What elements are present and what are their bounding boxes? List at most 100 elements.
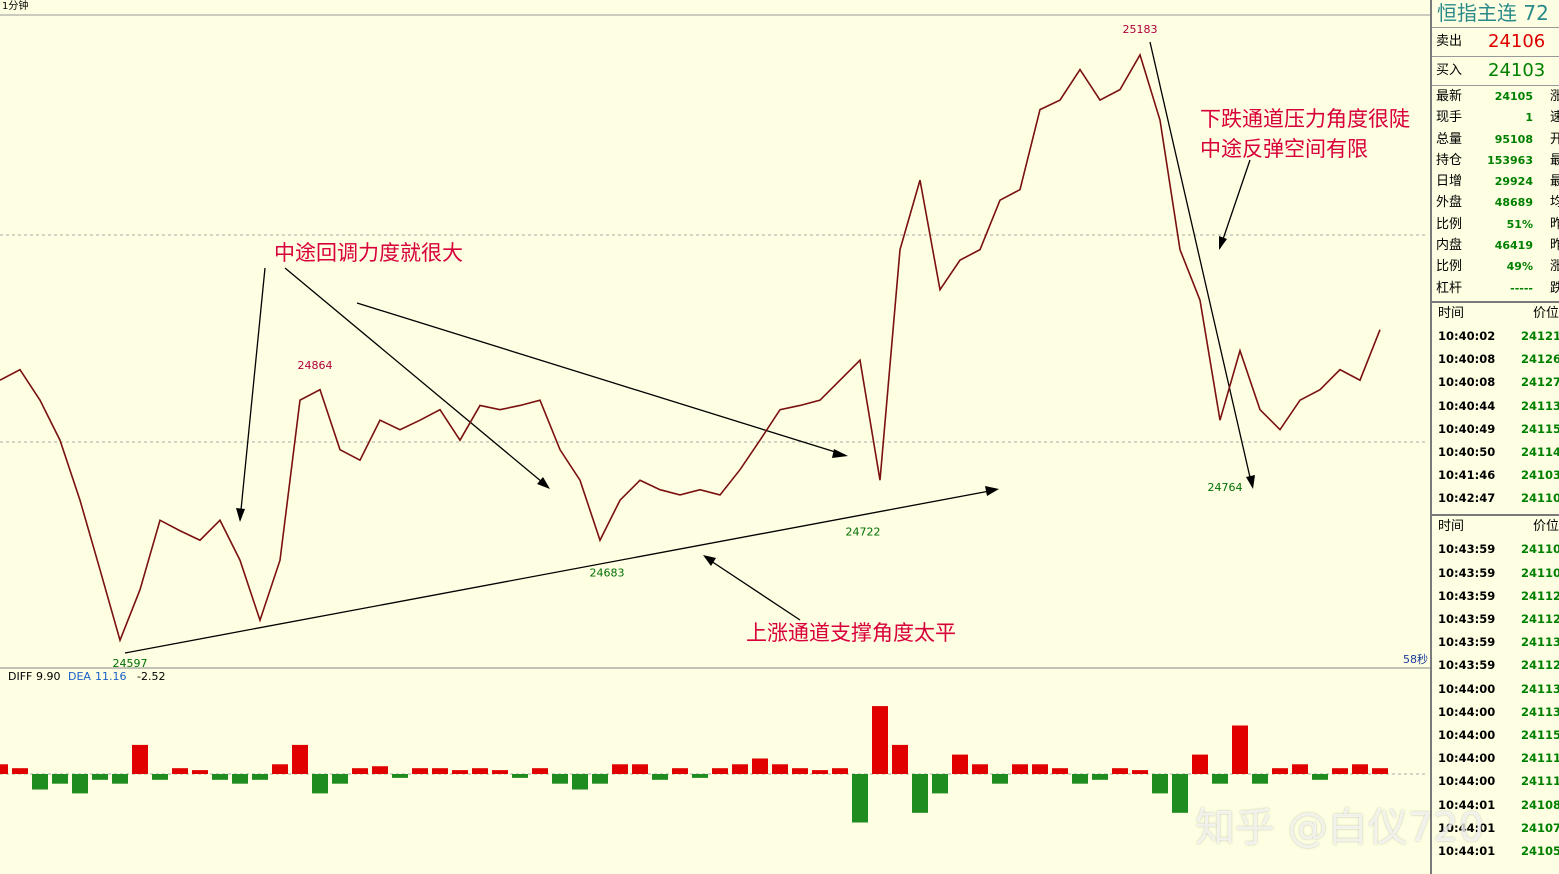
macd-bar — [172, 768, 188, 774]
tick-time: 10:44:00 — [1438, 774, 1496, 789]
tick-time: 10:44:00 — [1438, 704, 1496, 719]
tick-row: 10:43:59 24110 — [1432, 562, 1559, 585]
tick-price: 24113 — [1520, 398, 1559, 413]
macd-bar — [552, 774, 568, 784]
tick-row: 10:43:59 24112 — [1432, 654, 1559, 677]
ask-label: 卖出 — [1436, 34, 1463, 49]
quote-row: 外盘 48689 均 — [1432, 192, 1559, 213]
macd-bar — [1112, 768, 1128, 774]
period-selector[interactable]: 1分钟 — [2, 0, 28, 12]
quote-value: 24105 — [1494, 90, 1533, 103]
quote-extra: 涨 — [1550, 259, 1559, 275]
macd-bar — [1192, 754, 1208, 774]
tick-time: 10:40:49 — [1438, 421, 1496, 436]
macd-bar — [1172, 774, 1188, 813]
tick-row: 10:44:00 24113 — [1432, 701, 1559, 724]
macd-value: -2.52 — [137, 670, 165, 683]
macd-label: DEA — [68, 670, 91, 683]
macd-bar — [1152, 774, 1168, 794]
macd-bar — [452, 770, 468, 774]
tick-price: 24115 — [1520, 421, 1559, 436]
tick-price: 24113 — [1520, 704, 1559, 719]
tick-time: 10:44:00 — [1438, 681, 1496, 696]
contract-title[interactable]: 恒指主连 72 — [1432, 0, 1559, 28]
quote-label: 杠杆 — [1436, 280, 1463, 296]
tick-time: 10:43:59 — [1438, 588, 1496, 603]
macd-bar — [232, 774, 248, 784]
macd-bar — [672, 768, 688, 774]
tick-price: 24107 — [1520, 820, 1559, 835]
tick-price: 24113 — [1520, 635, 1559, 650]
tick-price: 24111 — [1520, 774, 1559, 789]
quote-extra: 昨 — [1550, 238, 1559, 254]
macd-bar — [892, 744, 908, 774]
tick-row: 10:40:08 24126 — [1432, 348, 1559, 371]
macd-value: 11.16 — [95, 670, 127, 683]
macd-bar — [1092, 774, 1108, 780]
macd-bar — [392, 774, 408, 778]
tick-time: 10:40:08 — [1438, 375, 1496, 390]
price-label: 25183 — [1123, 23, 1158, 36]
quote-label: 最新 — [1436, 89, 1463, 104]
tick-price: 24112 — [1520, 658, 1559, 673]
macd-bar — [432, 768, 448, 774]
macd-bar — [532, 768, 548, 774]
quote-extra: 昨 — [1550, 216, 1559, 232]
tick-time: 10:43:59 — [1438, 565, 1496, 580]
annotation: 上涨通道支撑角度太平 — [746, 621, 956, 645]
tick-row: 10:44:01 24105 — [1432, 840, 1559, 863]
quote-row: 现手 1 速 — [1432, 107, 1559, 128]
quote-value: 95108 — [1494, 132, 1533, 146]
tick-time: 10:41:46 — [1438, 468, 1496, 483]
tick-time: 10:44:00 — [1438, 727, 1496, 742]
tick-row: 10:42:47 24110 — [1432, 487, 1559, 510]
tick-time: 10:44:01 — [1438, 843, 1496, 858]
macd-bar — [1012, 764, 1028, 774]
macd-bar — [272, 764, 288, 774]
quote-extra: 跌 — [1550, 280, 1559, 296]
table-header: 时间 价位 — [1432, 514, 1559, 538]
price-label: 24764 — [1208, 481, 1243, 494]
macd-bar — [712, 768, 728, 774]
quote-row: 比例 49% 涨 — [1432, 256, 1559, 277]
tick-price: 24112 — [1520, 612, 1559, 627]
quote-label: 外盘 — [1436, 195, 1463, 211]
tick-price: 24126 — [1520, 352, 1559, 367]
price-label: 24597 — [113, 657, 148, 670]
header-cell: 时间 — [1438, 519, 1465, 535]
tick-row: 10:44:01 24108 — [1432, 794, 1559, 817]
quote-value: 1 — [1525, 111, 1533, 125]
tick-price: 24108 — [1520, 797, 1559, 812]
tick-row: 10:40:08 24127 — [1432, 371, 1559, 394]
tick-time: 10:42:47 — [1438, 491, 1496, 506]
quote-value: 153963 — [1487, 153, 1533, 167]
price-label: 24722 — [846, 525, 881, 538]
quote-label: 总量 — [1436, 131, 1463, 147]
price-label: 24864 — [298, 359, 333, 372]
annotation: 下跌通道压力角度很陡 — [1200, 107, 1410, 131]
quote-row: 最新 24105 涨 — [1432, 86, 1559, 107]
macd-bar — [932, 774, 948, 794]
tick-price: 24110 — [1520, 565, 1559, 580]
tick-time: 10:43:59 — [1438, 612, 1496, 627]
tick-price: 24127 — [1520, 375, 1559, 390]
macd-bar — [332, 774, 348, 784]
macd-bar — [1212, 774, 1228, 784]
quote-extra: 速 — [1550, 110, 1559, 126]
tick-row: 10:44:00 24111 — [1432, 747, 1559, 770]
quote-extra: 均 — [1550, 195, 1559, 211]
quote-extra: 最 — [1550, 174, 1559, 190]
header-cell: 时间 — [1438, 305, 1465, 321]
quote-extra: 开 — [1550, 131, 1559, 147]
quote-value: 49% — [1506, 260, 1533, 274]
quote-panel: 恒指主连 72 卖出 24106 买入 24103 最新 24105 涨现手 1 速总量 95… — [1430, 0, 1559, 874]
tick-price: 24112 — [1520, 588, 1559, 603]
macd-bar — [512, 774, 528, 778]
tick-row: 10:44:00 24111 — [1432, 770, 1559, 793]
macd-bar — [212, 774, 228, 780]
tick-price: 24105 — [1520, 843, 1559, 858]
tick-row: 10:44:00 24113 — [1432, 678, 1559, 701]
tick-time: 10:40:08 — [1438, 352, 1496, 367]
quote-row: 比例 51% 昨 — [1432, 214, 1559, 235]
